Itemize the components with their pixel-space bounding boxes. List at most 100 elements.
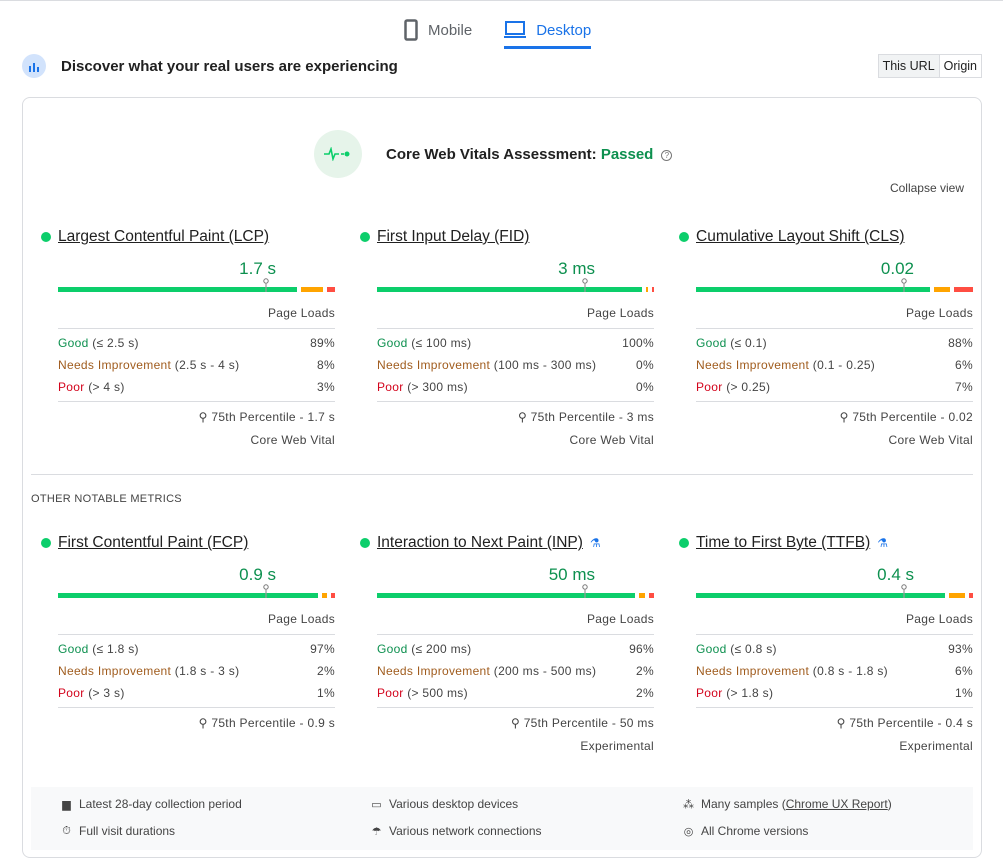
chrome-ux-report-link[interactable]: Chrome UX Report bbox=[785, 797, 888, 811]
phone-icon bbox=[404, 19, 418, 41]
percent: 8% bbox=[317, 358, 335, 372]
samples-icon: ⁂ bbox=[683, 798, 694, 811]
footer-text: Full visit durations bbox=[79, 824, 176, 838]
bar-good bbox=[377, 287, 643, 292]
timer-icon: ⏱ bbox=[62, 824, 71, 837]
distribution-bar bbox=[58, 584, 335, 598]
pin-icon: ⚲ bbox=[517, 410, 531, 424]
metric-value: 0.02 bbox=[880, 259, 914, 278]
metric-title-link[interactable]: Largest Contentful Paint (LCP) bbox=[58, 228, 270, 245]
origin-button[interactable]: Origin bbox=[943, 59, 977, 73]
row-good: Good (≤ 1.8 s) 97% bbox=[58, 641, 335, 663]
range: (≤ 0.8 s) bbox=[726, 642, 777, 656]
divider bbox=[696, 328, 973, 329]
percent: 0% bbox=[636, 358, 654, 372]
divider bbox=[696, 707, 973, 708]
label-good: Good bbox=[377, 336, 408, 350]
network-icon: ☂ bbox=[371, 825, 382, 838]
bar-needs-improvement bbox=[646, 287, 649, 292]
metric-title-link[interactable]: First Contentful Paint (FCP) bbox=[58, 534, 249, 551]
bar-needs-improvement bbox=[301, 287, 323, 292]
row-poor: Poor (> 4 s) 3% bbox=[58, 379, 335, 401]
metric-type: Experimental bbox=[899, 739, 973, 753]
range: (≤ 100 ms) bbox=[407, 336, 472, 350]
help-icon[interactable]: ? bbox=[661, 149, 673, 161]
metric-cls: Cumulative Layout Shift (CLS) 0.02 Page … bbox=[679, 228, 974, 447]
assessment-status: Passed bbox=[600, 145, 654, 163]
metric-unit: Page Loads bbox=[267, 612, 335, 626]
pin-icon: ⚲ bbox=[198, 410, 212, 424]
percent: 2% bbox=[636, 664, 654, 678]
label-good: Good bbox=[58, 642, 89, 656]
label-good: Good bbox=[696, 642, 727, 656]
metric-value: 1.7 s bbox=[239, 259, 276, 278]
metric-title-link[interactable]: Cumulative Layout Shift (CLS) bbox=[696, 228, 905, 245]
footer-text: Latest 28-day collection period bbox=[79, 797, 242, 811]
tab-mobile[interactable]: Mobile bbox=[404, 12, 472, 48]
percentile-marker-icon bbox=[263, 278, 269, 292]
bar-needs-improvement bbox=[639, 593, 645, 598]
metric-value: 3 ms bbox=[558, 259, 595, 278]
bar-good bbox=[696, 593, 945, 598]
row-poor: Poor (> 300 ms) 0% bbox=[377, 379, 654, 401]
flask-icon[interactable]: ⚗ bbox=[877, 536, 888, 550]
footer-item: ⏱ Full visit durations bbox=[60, 824, 175, 838]
label-needs-improvement: Needs Improvement bbox=[696, 358, 810, 372]
bar-needs-improvement bbox=[948, 593, 965, 598]
bar-poor bbox=[652, 287, 654, 292]
range: (> 0.25) bbox=[722, 380, 771, 394]
row-poor: Poor (> 3 s) 1% bbox=[58, 685, 335, 707]
label-poor: Poor bbox=[58, 686, 85, 700]
distribution-bar bbox=[58, 278, 335, 292]
pin-icon: ⚲ bbox=[836, 716, 850, 730]
bar-poor bbox=[648, 593, 654, 598]
range: (≤ 0.1) bbox=[726, 336, 767, 350]
range: (200 ms - 500 ms) bbox=[490, 664, 597, 678]
percent: 6% bbox=[955, 664, 973, 678]
percentile-text: ⚲ 75th Percentile - 0.4 s bbox=[696, 716, 973, 730]
row-needs-improvement: Needs Improvement (2.5 s - 4 s) 8% bbox=[58, 357, 335, 379]
percentile-text: ⚲ 75th Percentile - 3 ms bbox=[377, 410, 654, 424]
device-tabs: Mobile Desktop bbox=[404, 12, 592, 49]
footer-item: ◎ All Chrome versions bbox=[682, 824, 809, 838]
tab-desktop[interactable]: Desktop bbox=[504, 12, 592, 49]
row-poor: Poor (> 1.8 s) 1% bbox=[696, 685, 973, 707]
range: (≤ 200 ms) bbox=[407, 642, 472, 656]
field-data-card: Core Web Vitals Assessment: Passed? Coll… bbox=[22, 97, 982, 858]
users-chart-icon bbox=[22, 54, 46, 78]
pin-icon: ⚲ bbox=[510, 716, 524, 730]
distribution-bar bbox=[377, 584, 654, 598]
status-dot-icon bbox=[679, 232, 689, 242]
this-url-button[interactable]: This URL bbox=[878, 55, 940, 77]
metric-unit: Page Loads bbox=[586, 306, 654, 320]
percent: 96% bbox=[629, 642, 654, 656]
divider bbox=[377, 401, 654, 402]
row-needs-improvement: Needs Improvement (100 ms - 300 ms) 0% bbox=[377, 357, 654, 379]
divider bbox=[696, 401, 973, 402]
percent: 88% bbox=[948, 336, 973, 350]
range: (0.8 s - 1.8 s) bbox=[809, 664, 888, 678]
footer-text: Various desktop devices bbox=[389, 797, 519, 811]
metric-value: 50 ms bbox=[548, 565, 595, 584]
bar-good bbox=[377, 593, 636, 598]
metric-title-link[interactable]: Interaction to Next Paint (INP) bbox=[377, 534, 583, 551]
flask-icon[interactable]: ⚗ bbox=[589, 536, 601, 550]
metric-title-link[interactable]: First Input Delay (FID) bbox=[377, 228, 530, 245]
divider bbox=[696, 634, 973, 635]
status-dot-icon bbox=[360, 538, 370, 548]
footer-item: ▭ Various desktop devices bbox=[370, 797, 518, 811]
metric-unit: Page Loads bbox=[267, 306, 335, 320]
range: (0.1 - 0.25) bbox=[809, 358, 876, 372]
footer-text: Various network connections bbox=[389, 824, 542, 838]
collapse-view-button[interactable]: Collapse view bbox=[889, 181, 964, 195]
percent: 89% bbox=[310, 336, 335, 350]
percent: 1% bbox=[317, 686, 335, 700]
url-origin-toggle: This URL Origin bbox=[877, 54, 982, 78]
label-poor: Poor bbox=[696, 686, 723, 700]
metric-title-link[interactable]: Time to First Byte (TTFB) bbox=[696, 534, 871, 551]
metric-ttfb: Time to First Byte (TTFB) ⚗ 0.4 s Page Lo… bbox=[679, 534, 974, 753]
percentile-value: 75th Percentile - 0.4 s bbox=[849, 716, 973, 730]
label-needs-improvement: Needs Improvement bbox=[696, 664, 810, 678]
row-good: Good (≤ 2.5 s) 89% bbox=[58, 335, 335, 357]
percentile-text: ⚲ 75th Percentile - 50 ms bbox=[377, 716, 654, 730]
